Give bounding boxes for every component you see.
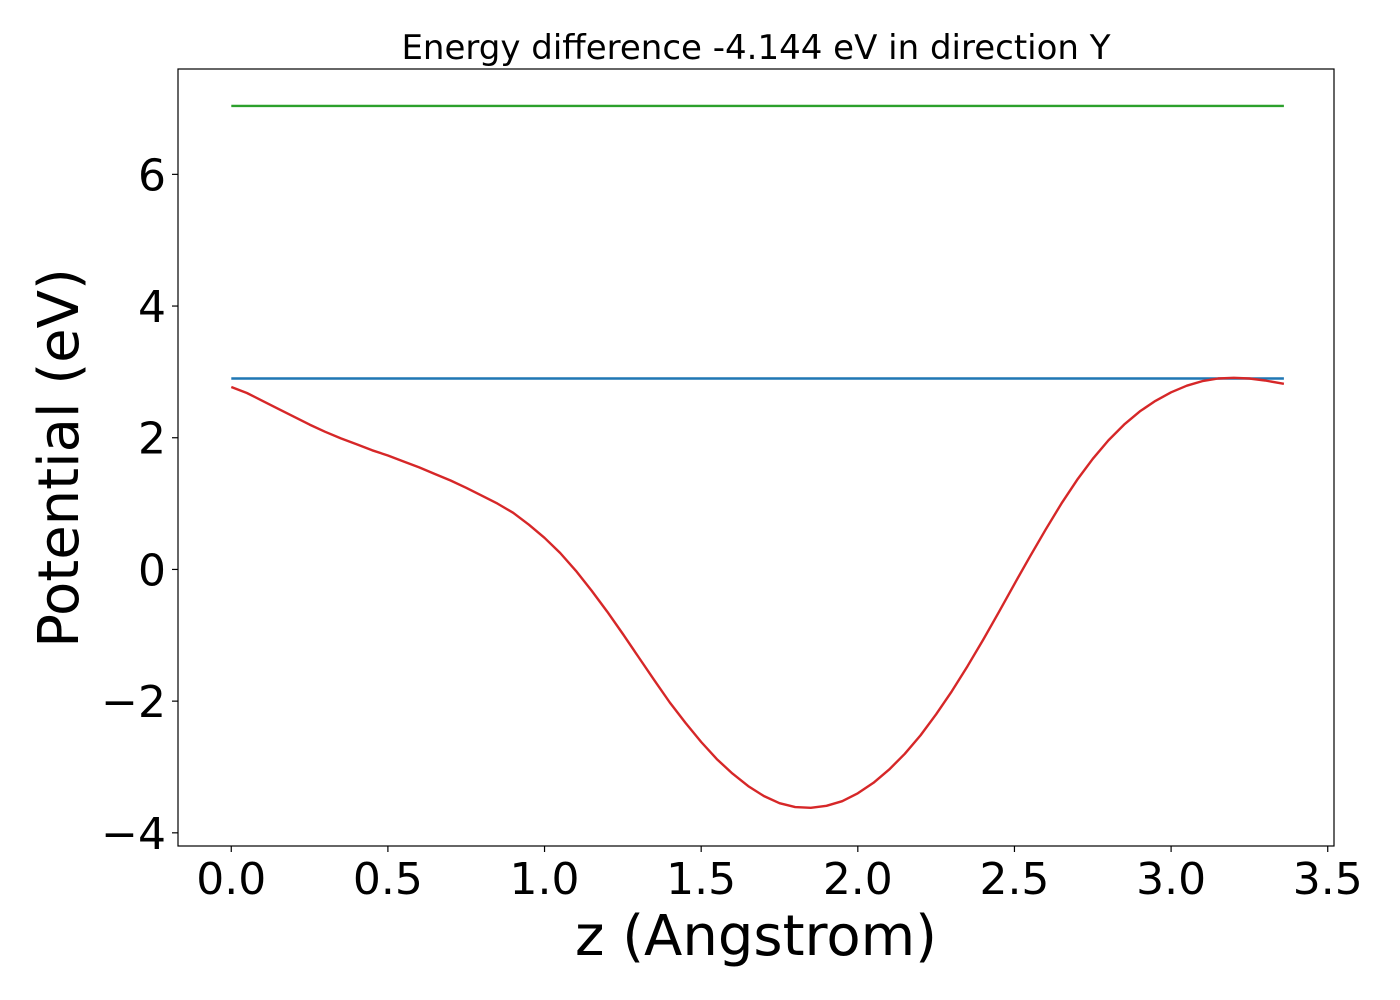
x-tick-label: 0.5: [353, 854, 423, 905]
x-tick-label: 1.0: [510, 854, 580, 905]
x-tick-label: 3.0: [1136, 854, 1206, 905]
x-tick-label: 0.0: [196, 854, 266, 905]
x-tick-label: 1.5: [666, 854, 736, 905]
y-tick-label: 4: [138, 282, 166, 333]
chart-title: Energy difference -4.144 eV in direction…: [401, 28, 1110, 68]
y-tick-label: −4: [101, 809, 166, 860]
y-tick-label: 2: [138, 414, 166, 465]
plot-frame: [177, 68, 1335, 847]
x-tick-label: 3.5: [1293, 854, 1363, 905]
y-tick-label: −2: [101, 677, 166, 728]
x-tick-label: 2.0: [823, 854, 893, 905]
x-axis-label: z (Angstrom): [575, 904, 937, 969]
x-tick-label: 2.5: [979, 854, 1049, 905]
y-axis: −4 −2 0 2 4 6: [101, 150, 178, 860]
series-layer: [230, 104, 1285, 809]
y-axis-label: Potential (eV): [27, 268, 92, 648]
y-tick-label: 0: [138, 545, 166, 596]
y-tick-label: 6: [138, 150, 166, 201]
x-axis: 0.0 0.5 1.0 1.5 2.0 2.5 3.0 3.5: [196, 846, 1363, 905]
series-line-2: [230, 376, 1285, 809]
